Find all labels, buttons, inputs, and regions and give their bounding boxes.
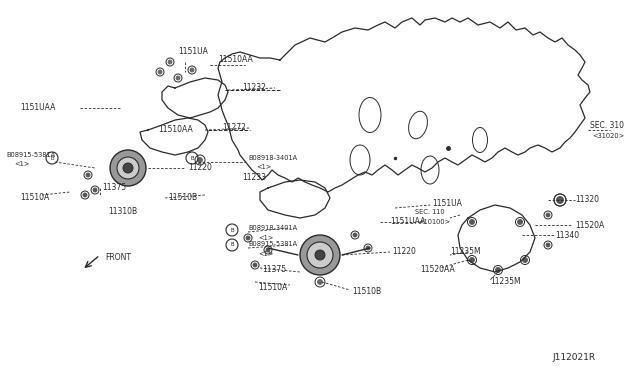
- Text: FRONT: FRONT: [105, 253, 131, 263]
- Text: 11233: 11233: [242, 173, 266, 183]
- Text: SEC. 310: SEC. 310: [590, 122, 624, 131]
- Circle shape: [518, 219, 522, 224]
- Text: 11220: 11220: [392, 247, 416, 257]
- Circle shape: [522, 257, 527, 263]
- Text: 11510AA: 11510AA: [218, 55, 253, 64]
- Text: B: B: [230, 228, 234, 232]
- Circle shape: [366, 246, 370, 250]
- Text: 11340: 11340: [555, 231, 579, 240]
- Circle shape: [546, 213, 550, 217]
- Text: B: B: [190, 155, 194, 160]
- Text: 11510A: 11510A: [258, 283, 287, 292]
- Circle shape: [253, 263, 257, 267]
- Text: 1151UAA: 1151UAA: [390, 218, 426, 227]
- Text: <1>: <1>: [258, 235, 273, 241]
- Text: 1151UA: 1151UA: [178, 48, 208, 57]
- Text: 11510AA: 11510AA: [158, 125, 193, 135]
- Circle shape: [300, 235, 340, 275]
- Circle shape: [307, 242, 333, 268]
- Text: 11220: 11220: [188, 164, 212, 173]
- Circle shape: [110, 150, 146, 186]
- Circle shape: [198, 157, 202, 163]
- Circle shape: [353, 233, 357, 237]
- Text: SEC. 110: SEC. 110: [415, 209, 445, 215]
- Text: <1>: <1>: [258, 251, 273, 257]
- Text: 11375: 11375: [262, 266, 286, 275]
- Text: B08915-5381A: B08915-5381A: [6, 152, 55, 158]
- Text: <31020>: <31020>: [592, 133, 624, 139]
- Text: B08915-5381A: B08915-5381A: [248, 241, 297, 247]
- Text: B08918-3401A: B08918-3401A: [248, 155, 297, 161]
- Text: B: B: [50, 155, 54, 160]
- Text: 11375: 11375: [102, 183, 126, 192]
- Text: 11272: 11272: [222, 124, 246, 132]
- Circle shape: [176, 76, 180, 80]
- Text: 11235M: 11235M: [450, 247, 481, 257]
- Text: 11510B: 11510B: [352, 288, 381, 296]
- Text: <10100>: <10100>: [418, 219, 451, 225]
- Text: <1>: <1>: [14, 161, 29, 167]
- Text: <1>: <1>: [256, 164, 271, 170]
- Text: 11235M: 11235M: [490, 278, 520, 286]
- Text: 1151UA: 1151UA: [432, 199, 462, 208]
- Text: 1151UAA: 1151UAA: [20, 103, 56, 112]
- Circle shape: [86, 173, 90, 177]
- Circle shape: [117, 157, 139, 179]
- Circle shape: [470, 219, 474, 224]
- Circle shape: [495, 267, 500, 273]
- Circle shape: [158, 70, 162, 74]
- Circle shape: [317, 279, 323, 285]
- Text: 11320: 11320: [575, 196, 599, 205]
- Text: 11310B: 11310B: [108, 208, 137, 217]
- Text: J112021R: J112021R: [552, 353, 595, 362]
- Circle shape: [168, 60, 172, 64]
- Text: B08918-3401A: B08918-3401A: [248, 225, 297, 231]
- Text: B: B: [230, 243, 234, 247]
- Text: 11232: 11232: [242, 83, 266, 93]
- Circle shape: [93, 188, 97, 192]
- Circle shape: [246, 236, 250, 240]
- Circle shape: [470, 257, 474, 263]
- Circle shape: [123, 163, 133, 173]
- Circle shape: [557, 197, 563, 203]
- Text: 11510B: 11510B: [168, 193, 197, 202]
- Circle shape: [557, 196, 563, 203]
- Text: 11520A: 11520A: [575, 221, 604, 230]
- Circle shape: [190, 68, 194, 72]
- Circle shape: [266, 248, 270, 252]
- Text: 11520AA: 11520AA: [420, 266, 455, 275]
- Circle shape: [83, 193, 87, 197]
- Circle shape: [546, 243, 550, 247]
- Circle shape: [315, 250, 325, 260]
- Text: 11510A: 11510A: [20, 193, 49, 202]
